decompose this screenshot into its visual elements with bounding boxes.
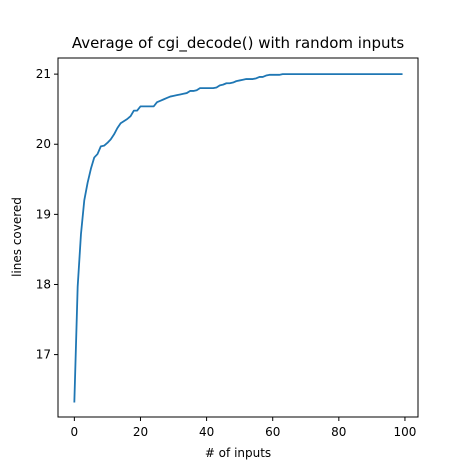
y-tick-label: 21	[36, 67, 51, 81]
y-tick-label: 19	[36, 207, 51, 221]
y-tick-label: 20	[36, 137, 51, 151]
y-tick-label: 18	[36, 277, 51, 291]
y-axis: 17 18 19 20 21	[36, 67, 58, 362]
x-axis: 0 20 40 60 80 100	[71, 417, 416, 439]
plot-area	[57, 57, 419, 418]
x-tick-label: 20	[133, 425, 148, 439]
x-tick-label: 40	[199, 425, 214, 439]
x-axis-label: # of inputs	[205, 446, 271, 460]
series-line-0	[73, 73, 403, 403]
x-tick-label: 100	[393, 425, 416, 439]
x-tick-label: 80	[331, 425, 346, 439]
x-tick-label: 0	[71, 425, 79, 439]
x-tick-label: 60	[265, 425, 280, 439]
chart-title: Average of cgi_decode() with random inpu…	[72, 34, 405, 53]
y-tick-label: 17	[36, 348, 51, 362]
y-axis-label: lines covered	[10, 197, 24, 277]
axes-frame	[57, 57, 419, 418]
